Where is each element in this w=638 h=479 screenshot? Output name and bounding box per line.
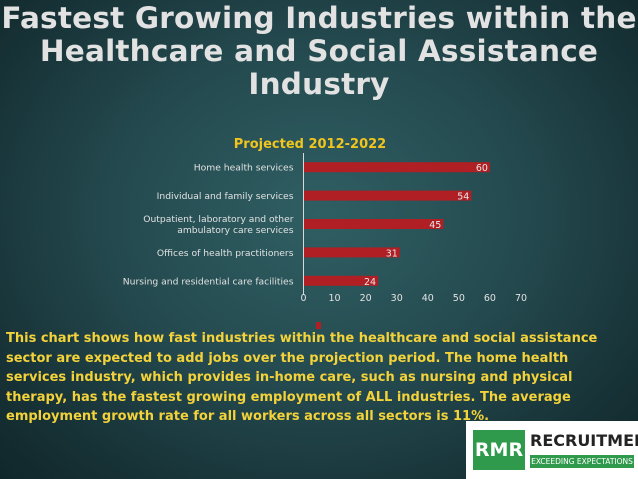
category-label-2-line-1: ambulatory care services xyxy=(177,225,294,236)
bar-1 xyxy=(303,190,472,201)
x-tick-label-1: 10 xyxy=(329,293,341,304)
category-label-3: Offices of health practitioners xyxy=(157,248,294,259)
title-line-3: Industry xyxy=(248,67,390,101)
category-label-0: Home health services xyxy=(194,163,294,174)
bar-3 xyxy=(303,247,400,258)
title-line-1: Fastest Growing Industries within the xyxy=(1,1,637,35)
data-label-1: 54 xyxy=(457,192,469,203)
x-tick-label-6: 60 xyxy=(484,293,496,304)
data-label-3: 31 xyxy=(386,248,398,259)
data-label-4: 24 xyxy=(364,277,376,288)
x-tick-label-0: 0 xyxy=(300,293,306,304)
bar-0 xyxy=(303,162,490,173)
logo-mark: RMR xyxy=(473,430,525,470)
company-logo: RMR RECRUITMENT EXCEEDING EXPECTATIONS xyxy=(466,421,638,479)
category-label-1: Individual and family services xyxy=(157,191,294,202)
category-label-2-line-0: Outpatient, laboratory and other xyxy=(143,214,293,225)
bar-chart: Projected 2012-2022 60 Home health service… xyxy=(123,137,527,329)
bar-4 xyxy=(303,275,379,286)
category-label-4: Nursing and residential care facilities xyxy=(123,276,294,287)
slide-title: Fastest Growing Industries within the He… xyxy=(0,2,638,101)
title-line-2: Healthcare and Social Assistance xyxy=(39,34,599,68)
chart-title: Projected 2012-2022 xyxy=(234,137,386,152)
bar-2 xyxy=(303,219,444,229)
x-tick-label-4: 40 xyxy=(422,293,434,304)
logo-tagline: EXCEEDING EXPECTATIONS xyxy=(530,455,634,468)
legend-swatch xyxy=(316,322,321,329)
x-tick-label-3: 30 xyxy=(391,293,403,304)
data-label-0: 60 xyxy=(476,163,488,174)
logo-name: RECRUITMENT xyxy=(530,431,638,450)
data-label-2: 45 xyxy=(429,220,441,231)
x-tick-label-2: 20 xyxy=(360,293,372,304)
x-tick-label-5: 50 xyxy=(453,293,465,304)
x-tick-label-7: 70 xyxy=(515,293,527,304)
chart-description: This chart shows how fast industries wit… xyxy=(6,331,598,424)
